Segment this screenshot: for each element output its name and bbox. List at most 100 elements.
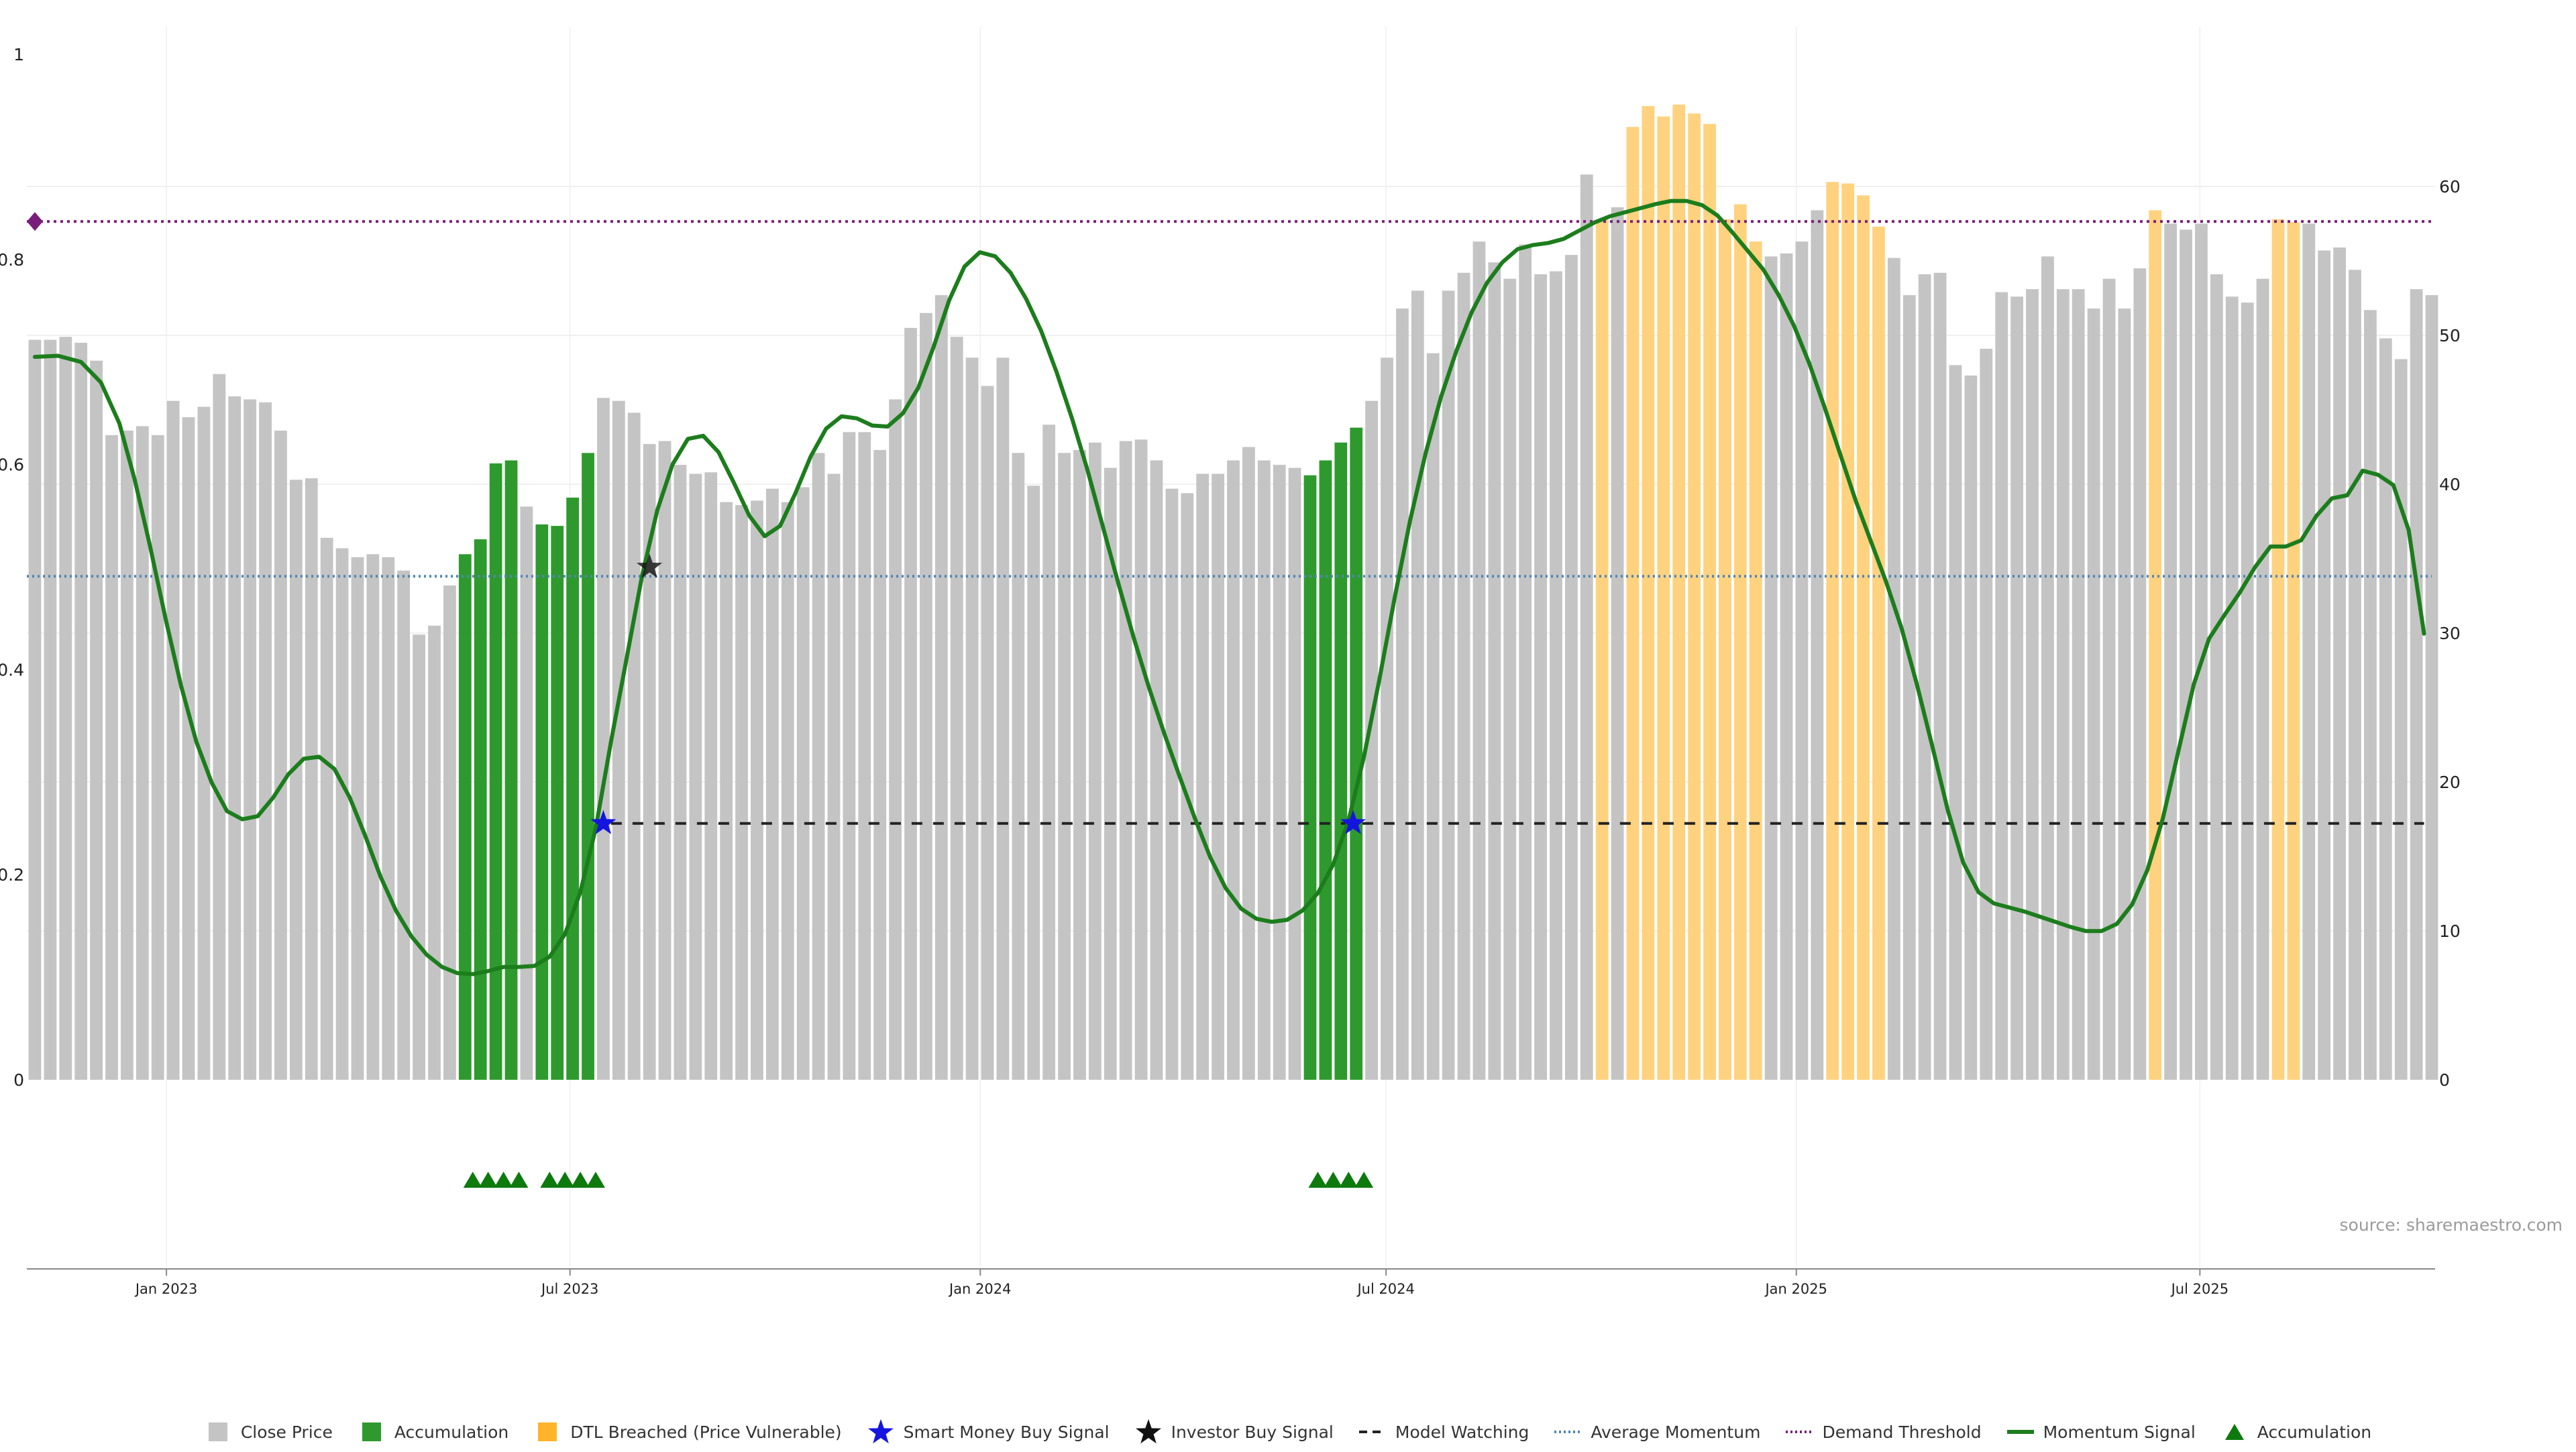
- price-bar: [2102, 278, 2116, 1080]
- legend-label: Demand Threshold: [1822, 1422, 1982, 1442]
- bars-layer: [28, 104, 2438, 1080]
- legend-item: Demand Threshold: [1786, 1418, 1982, 1445]
- x-tick-label: Jan 2024: [948, 1281, 1012, 1297]
- price-bar: [858, 432, 871, 1080]
- price-bar: [1073, 449, 1086, 1080]
- price-bar: [2287, 222, 2300, 1080]
- price-bar: [213, 374, 226, 1080]
- right-tick-label: 20: [2439, 773, 2461, 792]
- price-bar: [996, 357, 1010, 1080]
- price-bar: [674, 465, 687, 1080]
- legend-label: DTL Breached (Price Vulnerable): [570, 1422, 842, 1442]
- price-bar: [812, 453, 825, 1080]
- price-bar: [1150, 460, 1163, 1080]
- price-bar: [382, 557, 395, 1080]
- legend-label: Investor Buy Signal: [1171, 1422, 1334, 1442]
- star-legend-icon: [1135, 1419, 1161, 1444]
- price-bar: [1719, 219, 1731, 1080]
- price-bar: [1411, 290, 1424, 1080]
- price-bar: [1273, 465, 1286, 1080]
- legend-item: Model Watching: [1358, 1418, 1529, 1445]
- right-tick-label: 50: [2439, 326, 2461, 345]
- price-bar: [305, 478, 318, 1080]
- price-bar: [90, 360, 103, 1080]
- price-bar: [1503, 278, 1517, 1080]
- square-legend-icon: [208, 1422, 227, 1441]
- price-bar: [2271, 219, 2285, 1080]
- price-bar: [1181, 493, 1194, 1080]
- accumulation-triangle: [1354, 1172, 1374, 1188]
- price-bar: [244, 399, 257, 1080]
- accumulation-triangle: [555, 1172, 575, 1188]
- price-bar: [1134, 439, 1148, 1080]
- price-bar: [182, 417, 195, 1080]
- price-bar: [335, 548, 349, 1080]
- accumulation-triangle: [494, 1172, 513, 1188]
- price-bar: [1749, 241, 1762, 1080]
- price-bar: [1119, 441, 1132, 1080]
- price-bar: [1196, 473, 1210, 1080]
- price-bar: [2072, 289, 2085, 1080]
- price-bar: [2010, 296, 2023, 1080]
- accumulation-triangle: [509, 1172, 529, 1188]
- price-bar: [320, 537, 333, 1080]
- price-bar: [2118, 309, 2131, 1080]
- price-bar: [2210, 274, 2223, 1080]
- left-tick-label: 0.8: [0, 250, 24, 270]
- price-bar: [566, 497, 580, 1080]
- price-bar: [489, 463, 502, 1080]
- price-bar: [228, 396, 241, 1080]
- dot-legend-icon: [1786, 1431, 1813, 1433]
- price-bar: [443, 585, 456, 1080]
- price-bar: [1595, 219, 1609, 1080]
- investor-buy-star: [637, 553, 663, 578]
- price-bar: [934, 295, 948, 1080]
- accumulation-triangle: [463, 1172, 482, 1188]
- line-legend-icon: [2006, 1430, 2034, 1434]
- price-bar: [413, 634, 425, 1080]
- accumulation-triangle: [571, 1172, 590, 1188]
- price-bar: [121, 431, 133, 1080]
- demand-threshold-diamond: [27, 212, 43, 231]
- price-bar: [2180, 229, 2192, 1080]
- legend-item: Close Price: [205, 1418, 333, 1445]
- price-bar: [74, 343, 88, 1080]
- price-bar: [704, 472, 718, 1080]
- price-bar: [1457, 272, 1470, 1080]
- price-bar: [289, 480, 303, 1080]
- price-bar: [1733, 204, 1747, 1080]
- price-bar: [1688, 113, 1701, 1080]
- price-bar: [981, 386, 994, 1080]
- accumulation-triangle: [1339, 1172, 1358, 1188]
- price-bar: [1550, 271, 1562, 1080]
- square-legend-icon: [538, 1422, 557, 1441]
- price-bar: [2318, 250, 2331, 1080]
- price-bar: [965, 357, 979, 1080]
- price-bar: [1519, 244, 1532, 1080]
- price-bar: [2410, 289, 2423, 1080]
- price-bar: [765, 488, 779, 1080]
- price-bar: [1442, 290, 1455, 1080]
- price-bar: [1811, 210, 1824, 1080]
- price-bar: [2394, 359, 2408, 1080]
- legend-label: Close Price: [240, 1422, 333, 1442]
- price-bar: [1949, 365, 1962, 1080]
- price-bar: [1626, 127, 1640, 1080]
- smart-money-buy-star: [590, 809, 616, 834]
- price-bar: [843, 432, 856, 1080]
- price-bar: [1365, 400, 1379, 1080]
- price-bar: [44, 339, 57, 1080]
- price-bar: [2041, 256, 2054, 1080]
- price-bar: [889, 399, 902, 1080]
- accumulation-triangle: [478, 1172, 498, 1188]
- price-bar: [1319, 460, 1332, 1080]
- price-bar: [1303, 475, 1317, 1080]
- price-bar: [1841, 183, 1855, 1080]
- left-tick-label: 0.6: [0, 455, 24, 475]
- price-bar: [166, 400, 180, 1080]
- price-bar: [1857, 195, 1870, 1080]
- price-bar: [2333, 247, 2346, 1080]
- price-bar: [1780, 253, 1793, 1080]
- price-bar: [1933, 272, 1947, 1080]
